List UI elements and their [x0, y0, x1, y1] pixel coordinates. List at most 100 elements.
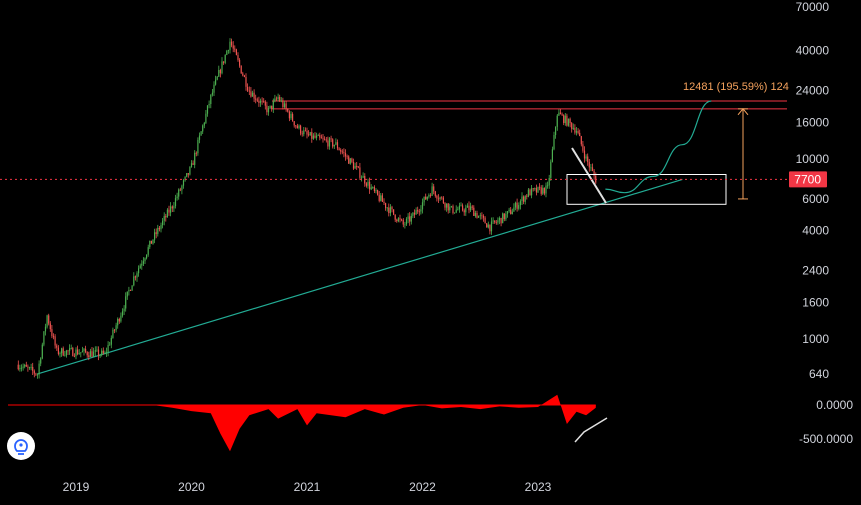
candle-body — [19, 368, 21, 370]
candle-body — [40, 358, 42, 364]
candle-body — [487, 224, 489, 228]
candle-body — [556, 115, 558, 127]
candle-body — [378, 194, 380, 201]
candle-body — [396, 219, 398, 222]
price-tick-label: 4000 — [802, 224, 829, 238]
candle-body — [38, 363, 40, 375]
candle-body — [287, 108, 289, 112]
candle-body — [521, 196, 523, 201]
candle-body — [500, 218, 502, 224]
candle-body — [540, 187, 542, 194]
candle-body — [428, 194, 430, 197]
candle-body — [99, 355, 101, 357]
candle-body — [282, 100, 284, 107]
time-tick-label: 2019 — [63, 480, 90, 494]
candle-body — [574, 127, 576, 133]
candle-body — [489, 224, 491, 232]
candle-body — [370, 187, 372, 190]
candle-body — [129, 290, 132, 291]
candle-body — [362, 176, 364, 178]
candle-body — [146, 254, 148, 259]
price-tick-label: 16000 — [796, 115, 830, 129]
candle-body — [439, 197, 441, 199]
price-tick-label: 6000 — [802, 192, 829, 206]
candle-body — [208, 104, 210, 106]
candle-body — [131, 285, 133, 291]
candle-body — [455, 209, 457, 213]
candle-body — [134, 276, 136, 278]
candle-body — [186, 173, 188, 177]
candle-body — [381, 195, 383, 202]
candle-body — [182, 180, 185, 186]
candle-body — [418, 211, 420, 213]
candle-body — [152, 239, 154, 244]
candle-body — [593, 170, 595, 176]
candle-body — [178, 189, 180, 197]
candle-body — [328, 138, 331, 147]
candle-body — [542, 187, 544, 194]
candle-body — [271, 105, 273, 110]
candle-body — [412, 212, 414, 216]
price-tick-label: 40000 — [796, 44, 830, 58]
consolidation-box — [566, 174, 727, 205]
candle-body — [585, 156, 587, 159]
candle-body — [481, 215, 483, 217]
candle-body — [184, 176, 186, 181]
candle-body — [275, 98, 278, 100]
candle-body — [319, 135, 321, 138]
candle-body — [36, 374, 39, 376]
candle-body — [577, 131, 579, 133]
candle-body — [508, 209, 510, 212]
candle-body — [442, 197, 444, 204]
candle-body — [176, 196, 178, 199]
candle-body — [44, 326, 47, 332]
candle-body — [202, 125, 204, 132]
candle-body — [450, 206, 452, 207]
candle-body — [70, 348, 72, 349]
candle-body — [101, 350, 103, 355]
candle-body — [437, 198, 440, 200]
candle-body — [588, 162, 590, 168]
candle-body — [393, 209, 395, 215]
candle-body — [285, 103, 287, 109]
candle-body — [473, 207, 475, 216]
candle-body — [61, 348, 63, 354]
candle-body — [397, 218, 399, 222]
candle-body — [420, 209, 422, 212]
candle-body — [413, 212, 416, 215]
candle-body — [28, 367, 31, 369]
candle-body — [125, 296, 127, 309]
candle-body — [62, 348, 64, 356]
time-tick-label: 2021 — [294, 480, 321, 494]
candle-body — [215, 79, 217, 85]
current-price-badge — [789, 171, 827, 188]
candle-body — [348, 156, 350, 164]
candle-body — [519, 201, 521, 206]
candle-body — [78, 353, 80, 355]
candle-body — [81, 351, 83, 353]
candle-body — [259, 100, 262, 103]
candle-body — [73, 356, 75, 357]
candle-body — [377, 190, 379, 195]
candle-body — [571, 123, 573, 129]
candle-body — [375, 190, 377, 191]
candle-body — [25, 364, 27, 367]
candle-body — [163, 216, 165, 221]
candle-body — [147, 247, 149, 255]
candle-body — [261, 100, 263, 102]
candle-body — [327, 140, 329, 147]
candle-body — [434, 191, 436, 196]
candle-body — [149, 240, 151, 248]
candle-body — [320, 137, 322, 139]
bulb-logo-icon[interactable] — [5, 430, 37, 462]
candle-body — [200, 131, 202, 136]
candle-body — [506, 211, 509, 214]
candle-body — [267, 108, 270, 113]
candle-body — [192, 163, 194, 165]
candle-body — [65, 350, 67, 356]
candle-body — [531, 188, 533, 196]
price-tick-label: 70000 — [796, 0, 830, 14]
candle-body — [583, 150, 586, 159]
